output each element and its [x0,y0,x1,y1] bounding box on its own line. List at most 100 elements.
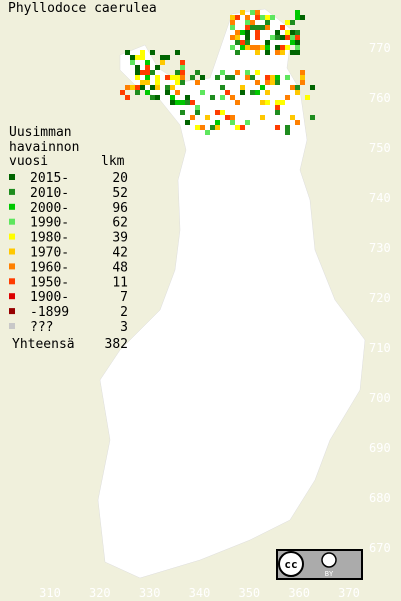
cell [260,115,265,120]
legend-count: 39 [112,231,128,246]
cell [250,75,255,80]
cell [285,95,290,100]
cell [295,10,300,15]
cell [220,110,225,115]
cell [145,80,150,85]
cell [245,45,250,50]
cell [270,80,275,85]
x-tick-label: 330 [139,586,161,600]
cell [275,30,280,35]
cell [140,70,145,75]
cell [240,125,245,130]
cell [235,30,240,35]
legend-count: 11 [112,275,128,290]
legend-label: 1950- [30,275,69,290]
cell [245,20,250,25]
cell [175,75,180,80]
cell [155,85,160,90]
cell [230,25,235,30]
legend-label: 1960- [30,260,69,275]
cell [215,75,220,80]
cell [205,115,210,120]
total-label: Yhteensä [12,337,75,352]
cell [260,85,265,90]
cell [215,125,220,130]
legend-count: 96 [112,201,128,216]
y-tick-label: 760 [369,91,391,105]
cell [210,125,215,130]
cell [130,60,135,65]
legend-label: 1900- [30,290,69,305]
cell [225,115,230,120]
cell [125,95,130,100]
cell [165,75,170,80]
cell [270,35,275,40]
legend-swatch [9,188,15,195]
cell [245,40,250,45]
legend-swatch [9,278,15,285]
cell [235,15,240,20]
legend-label: ??? [30,320,53,335]
cell [280,25,285,30]
legend-count: 20 [112,171,128,186]
y-tick-label: 740 [369,191,391,205]
y-tick-label: 670 [369,541,391,555]
cell [180,80,185,85]
by-label: BY [325,570,334,578]
cell [300,75,305,80]
cell [265,90,270,95]
cell [245,35,250,40]
legend-count: 3 [120,320,128,335]
cell [180,75,185,80]
legend-count: 52 [112,186,128,201]
cell [235,125,240,130]
total-count: 382 [105,337,128,352]
cell [255,25,260,30]
cell [230,120,235,125]
cell [280,35,285,40]
cell [170,85,175,90]
x-tick-label: 340 [189,586,211,600]
cell [165,90,170,95]
cell [295,90,300,95]
y-tick-label: 700 [369,391,391,405]
cell [195,125,200,130]
cell [145,70,150,75]
cell [230,95,235,100]
cell [150,70,155,75]
legend-swatch [9,263,15,270]
cell [130,55,135,60]
cell [230,75,235,80]
cell [175,90,180,95]
x-tick-label: 350 [238,586,260,600]
legend-count: 48 [112,260,128,275]
cell [230,15,235,20]
cell [270,15,275,20]
cell [275,50,280,55]
legend-label: 1990- [30,216,69,231]
cell [175,70,180,75]
cell [255,15,260,20]
cell [240,30,245,35]
cell [290,20,295,25]
cell [240,10,245,15]
x-tick-label: 310 [39,586,61,600]
cell [255,80,260,85]
cell [195,70,200,75]
y-tick-label: 710 [369,341,391,355]
cell [240,85,245,90]
cell [240,40,245,45]
by-icon [321,552,337,568]
cell [200,75,205,80]
legend-count: 2 [120,305,128,320]
license-badge: cc BY [276,549,363,580]
cc-icon: cc [284,558,297,571]
cell [230,35,235,40]
cell [200,125,205,130]
cell [295,85,300,90]
cell [265,20,270,25]
cell [290,30,295,35]
cell [150,95,155,100]
cell [290,115,295,120]
